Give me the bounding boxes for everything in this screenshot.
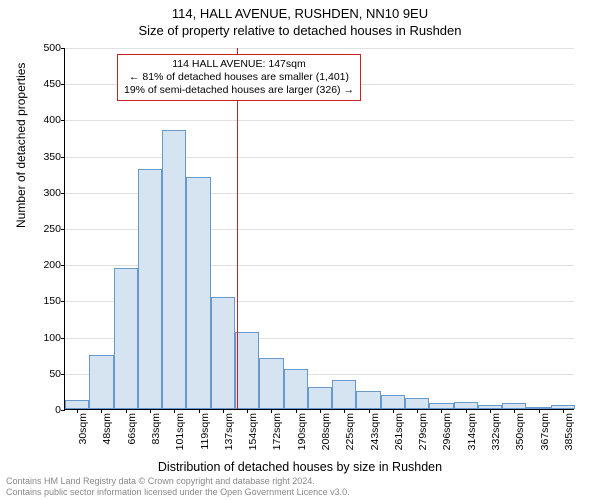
xtick-label: 190sqm xyxy=(296,413,308,450)
annotation-line-2: ← 81% of detached houses are smaller (1,… xyxy=(124,71,354,84)
ytick-label: 100 xyxy=(43,332,65,344)
xtick-label: 279sqm xyxy=(417,413,429,450)
xtick-label: 137sqm xyxy=(223,413,235,450)
gridline xyxy=(65,157,574,158)
ytick-label: 0 xyxy=(55,404,65,416)
xtick-label: 261sqm xyxy=(393,413,405,450)
ytick-label: 200 xyxy=(43,259,65,271)
ytick-label: 450 xyxy=(43,78,65,90)
y-axis-label: Number of detached properties xyxy=(14,63,28,228)
histogram-bar xyxy=(332,380,356,409)
histogram-bar xyxy=(308,387,332,409)
xtick-label: 66sqm xyxy=(126,413,138,445)
xtick-label: 225sqm xyxy=(344,413,356,450)
xtick-label: 314sqm xyxy=(466,413,478,450)
gridline xyxy=(65,120,574,121)
annotation-line-1: 114 HALL AVENUE: 147sqm xyxy=(124,58,354,71)
ytick-label: 500 xyxy=(43,42,65,54)
xtick-label: 367sqm xyxy=(539,413,551,450)
xtick-label: 101sqm xyxy=(174,413,186,450)
histogram-bar xyxy=(259,358,283,409)
histogram-bar xyxy=(65,400,89,409)
histogram-bar xyxy=(211,297,235,409)
ytick-label: 250 xyxy=(43,223,65,235)
annotation-line-3: 19% of semi-detached houses are larger (… xyxy=(124,84,354,97)
ytick-label: 300 xyxy=(43,187,65,199)
histogram-bar xyxy=(89,355,113,409)
xtick-label: 385sqm xyxy=(563,413,575,450)
gridline xyxy=(65,48,574,49)
footer-line-1: Contains HM Land Registry data © Crown c… xyxy=(6,476,350,487)
histogram-bar xyxy=(138,169,162,409)
xtick-label: 172sqm xyxy=(271,413,283,450)
xtick-label: 332sqm xyxy=(490,413,502,450)
plot-region: 05010015020025030035040045050030sqm48sqm… xyxy=(64,48,574,410)
xtick-label: 243sqm xyxy=(369,413,381,450)
reference-line xyxy=(237,48,238,409)
x-axis-label: Distribution of detached houses by size … xyxy=(0,460,600,474)
xtick-label: 30sqm xyxy=(77,413,89,445)
xtick-label: 48sqm xyxy=(101,413,113,445)
histogram-bar xyxy=(235,332,259,409)
ytick-label: 400 xyxy=(43,114,65,126)
xtick-label: 350sqm xyxy=(514,413,526,450)
histogram-bar xyxy=(284,369,308,409)
xtick-label: 154sqm xyxy=(247,413,259,450)
xtick-label: 208sqm xyxy=(320,413,332,450)
chart-area: 05010015020025030035040045050030sqm48sqm… xyxy=(64,48,574,410)
xtick-label: 83sqm xyxy=(150,413,162,445)
ytick-label: 350 xyxy=(43,151,65,163)
footer-attribution: Contains HM Land Registry data © Crown c… xyxy=(6,476,350,499)
title-line-1: 114, HALL AVENUE, RUSHDEN, NN10 9EU xyxy=(0,6,600,23)
histogram-bar xyxy=(162,130,186,409)
histogram-bar xyxy=(114,268,138,409)
histogram-bar xyxy=(381,395,405,409)
histogram-bar xyxy=(186,177,210,409)
ytick-label: 50 xyxy=(49,368,65,380)
histogram-bar xyxy=(405,398,429,409)
footer-line-2: Contains public sector information licen… xyxy=(6,487,350,498)
histogram-bar xyxy=(356,391,380,409)
ytick-label: 150 xyxy=(43,295,65,307)
histogram-bar xyxy=(454,402,478,409)
xtick-label: 296sqm xyxy=(441,413,453,450)
annotation-box: 114 HALL AVENUE: 147sqm← 81% of detached… xyxy=(117,54,361,101)
xtick-label: 119sqm xyxy=(199,413,211,450)
title-line-2: Size of property relative to detached ho… xyxy=(0,23,600,40)
title-block: 114, HALL AVENUE, RUSHDEN, NN10 9EU Size… xyxy=(0,0,600,40)
